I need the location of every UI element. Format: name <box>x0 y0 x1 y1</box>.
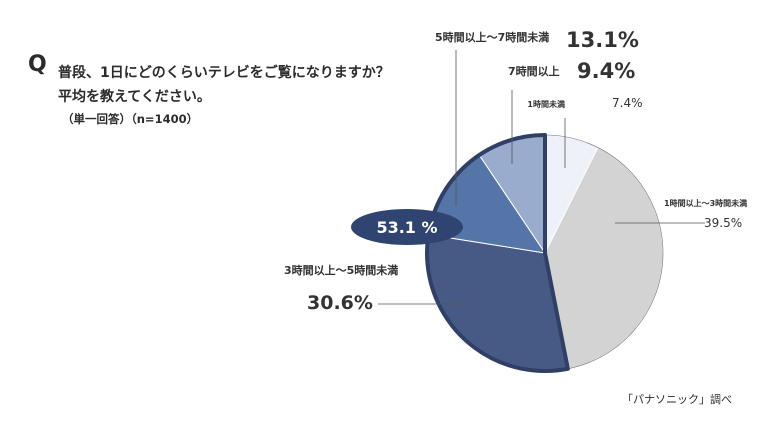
question-note: （単一回答）（n=1400） <box>62 112 199 126</box>
question-text: 普段、1日にどのくらいテレビをご覧になりますか？ <box>58 65 390 81</box>
slice-value-under1: 7.4% <box>612 96 643 110</box>
slice-label-1to3: 1時間以上～3時間未満 <box>664 198 747 208</box>
slice-value-1to3: 39.5% <box>704 216 742 230</box>
slice-value-3to5: 30.6% <box>307 292 373 314</box>
question-subtext: 平均を教えてください。 <box>58 89 211 105</box>
slice-label-under1: 1時間未満 <box>527 99 565 109</box>
leader-lines <box>378 50 705 305</box>
question-mark: Q <box>28 52 47 77</box>
highlight-total-label: 53.1 % <box>376 218 437 237</box>
pie-slices <box>426 134 664 372</box>
slice-label-5to7: 5時間以上～7時間未満 <box>435 30 549 44</box>
slice-label-7plus: 7時間以上 <box>508 64 560 78</box>
highlight-outline <box>425 133 570 373</box>
slice-value-5to7: 13.1% <box>566 28 639 52</box>
source-credit: 「パナソニック」調べ <box>622 393 732 406</box>
highlight-badge: 53.1 % <box>351 209 463 245</box>
slice-label-3to5: 3時間以上～5時間未満 <box>284 263 398 277</box>
slice-value-7plus: 9.4% <box>577 59 635 83</box>
